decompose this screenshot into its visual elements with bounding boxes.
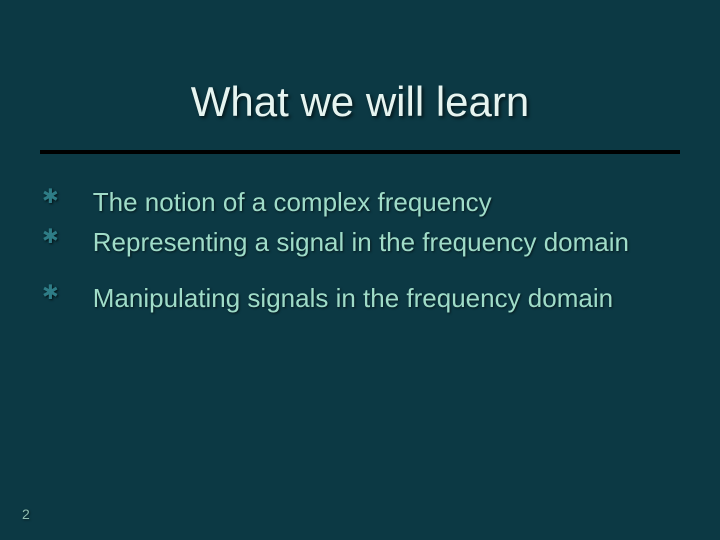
asterisk-icon: ✱ — [42, 187, 59, 207]
bullet-text: The notion of a complex frequency — [93, 186, 682, 220]
title-underline — [40, 150, 680, 154]
bullet-text: Manipulating signals in the frequency do… — [93, 282, 682, 316]
bullet-item: ✱ Manipulating signals in the frequency d… — [42, 282, 682, 316]
asterisk-icon: ✱ — [42, 283, 59, 303]
slide-title: What we will learn — [0, 78, 720, 126]
bullet-text: Representing a signal in the frequency d… — [93, 226, 682, 260]
page-number: 2 — [22, 506, 30, 522]
asterisk-icon: ✱ — [42, 227, 59, 247]
bullet-item: ✱ The notion of a complex frequency — [42, 186, 682, 220]
slide: What we will learn ✱ The notion of a comp… — [0, 0, 720, 540]
bullet-list: ✱ The notion of a complex frequency ✱ Repre… — [42, 186, 682, 321]
bullet-item: ✱ Representing a signal in the frequency … — [42, 226, 682, 260]
